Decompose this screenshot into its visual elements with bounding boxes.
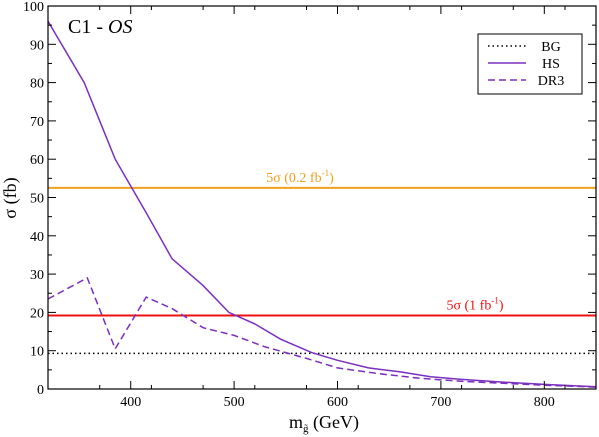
threshold-label-main-1: 5σ (1 fb xyxy=(446,298,491,313)
y-tick-label: 50 xyxy=(30,192,44,207)
legend-label-hs: HS xyxy=(542,57,560,72)
plot-layer xyxy=(47,20,597,388)
threshold-label-1: 5σ (1 fb-1) xyxy=(446,295,503,313)
x-axis-label-unit: (GeV) xyxy=(309,412,359,433)
y-tick-label: 10 xyxy=(30,345,44,360)
y-tick-label: 100 xyxy=(23,0,44,15)
panel-label-prefix: C1 - xyxy=(68,16,108,38)
x-tick-label: 400 xyxy=(120,395,141,410)
x-tick-label: 500 xyxy=(224,395,245,410)
threshold-label-0: 5σ (0.2 fb-1) xyxy=(266,168,334,186)
threshold-labels: 5σ (0.2 fb-1)5σ (1 fb-1) xyxy=(266,168,504,314)
series-line-hs xyxy=(47,20,597,388)
y-tick-label: 40 xyxy=(30,230,44,245)
panel-label: C1 - OS xyxy=(68,16,132,38)
y-tick-label: 0 xyxy=(37,383,44,398)
axes-layer: 400 500 600 700 800 0 10 20 30 40 50 60 70 80 90 100 xyxy=(23,0,596,410)
panel-label-italic: OS xyxy=(108,16,132,38)
y-axis-label-symbol: σ xyxy=(0,209,20,219)
threshold-label-tail-1: ) xyxy=(499,298,504,313)
y-axis-label-unit: (fb) xyxy=(0,177,21,208)
x-axis-label-main: m xyxy=(289,412,303,432)
y-tick-label: 90 xyxy=(30,38,44,53)
threshold-label-sup-1: -1 xyxy=(491,295,499,305)
threshold-label-main-0: 5σ (0.2 fb xyxy=(266,171,321,186)
threshold-label-sup-0: -1 xyxy=(322,168,330,178)
threshold-label-tail-0: ) xyxy=(329,171,334,186)
legend-label-dr3: DR3 xyxy=(538,74,564,89)
legend-box xyxy=(477,33,583,95)
x-tick-label: 600 xyxy=(327,395,348,410)
x-tick-label: 800 xyxy=(534,395,555,410)
legend: BG HS DR3 xyxy=(477,33,583,95)
x-axis-label-sub: g̃ xyxy=(303,423,309,435)
series-line-dr3 xyxy=(47,276,597,388)
y-tick-label: 20 xyxy=(30,306,44,321)
y-tick-label: 30 xyxy=(30,268,44,283)
y-tick-label: 80 xyxy=(30,77,44,92)
x-axis-label: mg̃ (GeV) xyxy=(289,412,359,435)
y-tick-label: 70 xyxy=(30,115,44,130)
y-axis-label: σ (fb) xyxy=(0,177,21,218)
y-tick-label: 60 xyxy=(30,153,44,168)
x-tick-label: 700 xyxy=(430,395,451,410)
legend-items: BG HS DR3 xyxy=(488,40,564,89)
legend-label-bg: BG xyxy=(541,40,560,55)
